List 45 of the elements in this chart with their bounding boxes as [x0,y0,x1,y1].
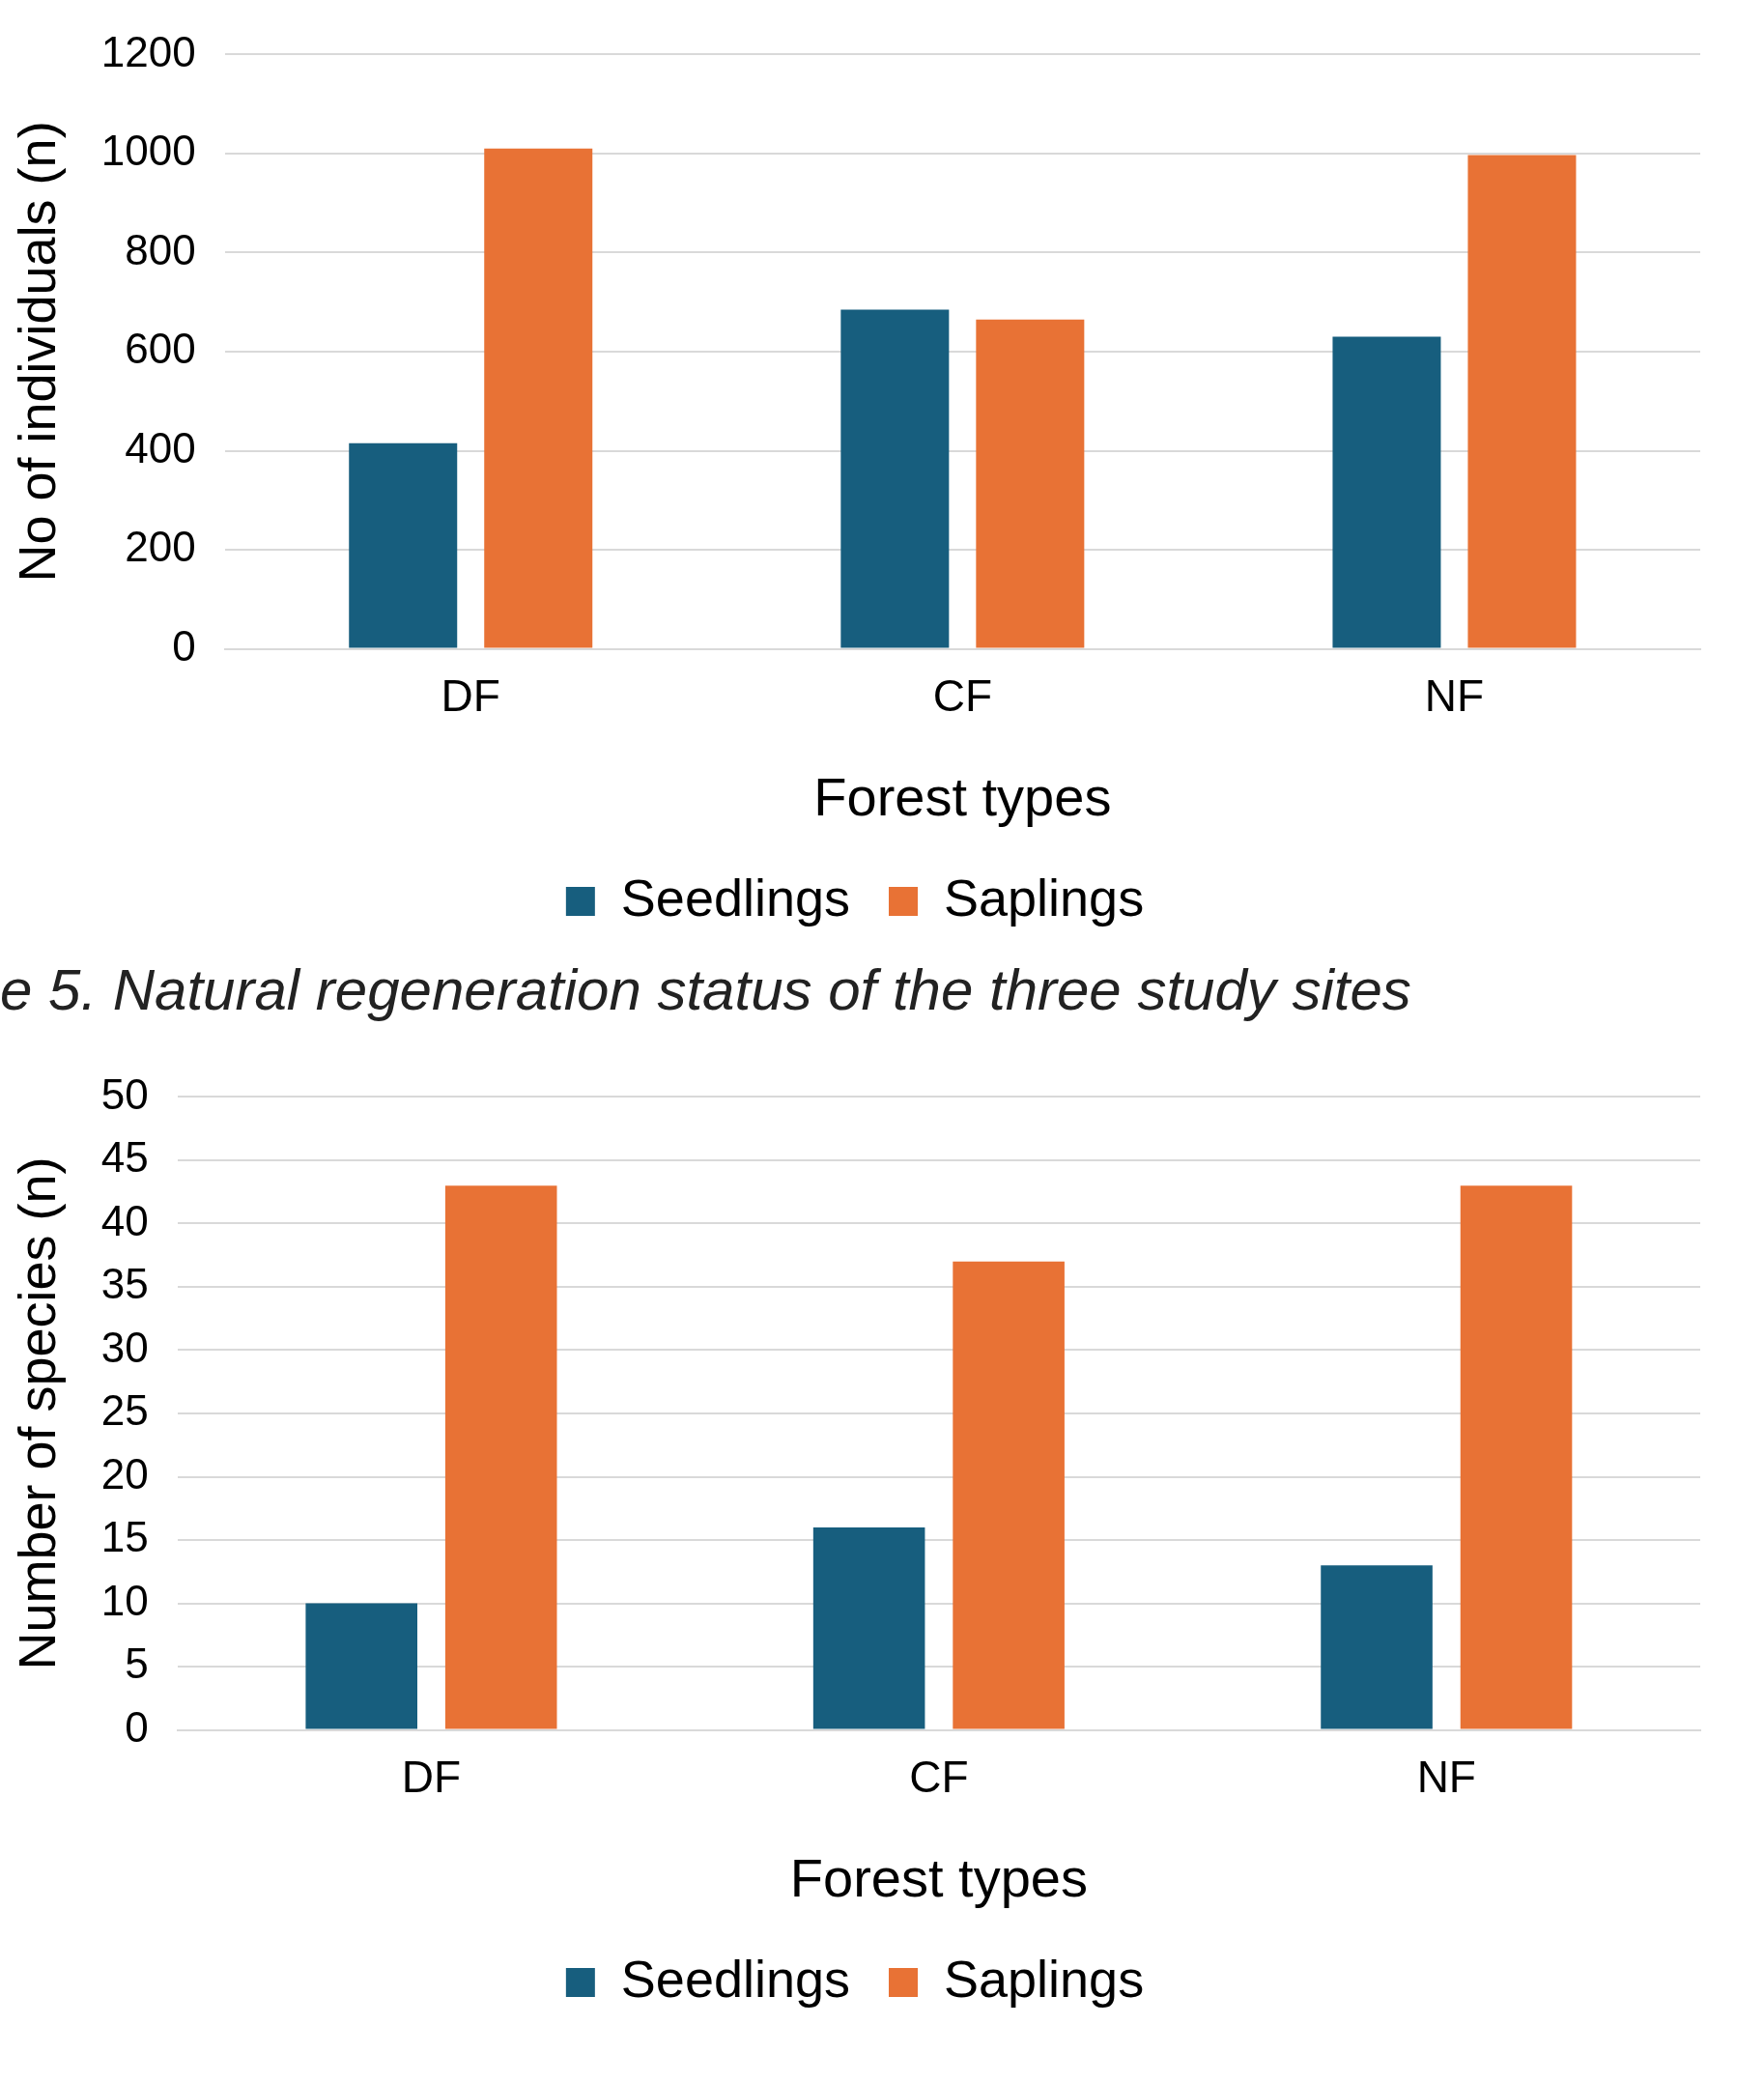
y-tick-label: 40 [100,1196,149,1244]
bar [1460,1185,1573,1729]
bar [1321,1565,1433,1729]
x-tick-label: CF [909,1751,969,1802]
y-tick-label: 600 [125,325,196,373]
bar [1467,155,1577,648]
y-tick-label: 1000 [100,127,196,175]
legend-label: Saplings [944,868,1145,927]
y-tick-label: 45 [100,1133,149,1182]
y-tick-label: 0 [172,621,196,670]
legend-label: Seedlings [620,868,851,927]
bar [976,319,1085,648]
bar [812,1526,925,1729]
y-axis-title: Number of species (n) [8,1156,67,1670]
x-tick-label: DF [401,1751,462,1802]
bar [444,1185,557,1729]
y-tick-label: 400 [125,423,196,471]
legend-label: Saplings [944,1949,1145,2008]
bar [1332,336,1441,648]
y-tick-label: 50 [100,1070,149,1118]
y-tick-label: 1200 [100,27,196,75]
bar [484,148,593,648]
y-tick-label: 800 [125,225,196,273]
y-tick-label: 20 [100,1449,149,1497]
bar [953,1261,1065,1729]
y-tick-label: 25 [100,1386,149,1435]
bar [305,1603,417,1729]
y-tick-label: 30 [100,1323,149,1371]
legend-label: Seedlings [620,1949,851,2008]
x-tick-label: CF [932,670,993,721]
y-tick-label: 0 [125,1702,149,1751]
x-axis-title: Forest types [813,765,1112,827]
x-tick-label: NF [1424,670,1485,721]
y-tick-label: 15 [100,1513,149,1561]
x-axis-title: Forest types [789,1846,1088,1908]
y-tick-label: 5 [125,1640,149,1688]
y-tick-label: 35 [100,1260,149,1308]
bar [840,309,950,648]
x-tick-label: NF [1416,1751,1476,1802]
text: e 5. Natural regeneration status of the three study sites [0,956,1412,1024]
x-tick-label: DF [441,670,500,721]
y-tick-label: 200 [125,523,196,571]
bar [349,442,458,648]
y-tick-label: 10 [100,1576,149,1624]
y-axis-title: No of individuals (n) [8,121,67,583]
